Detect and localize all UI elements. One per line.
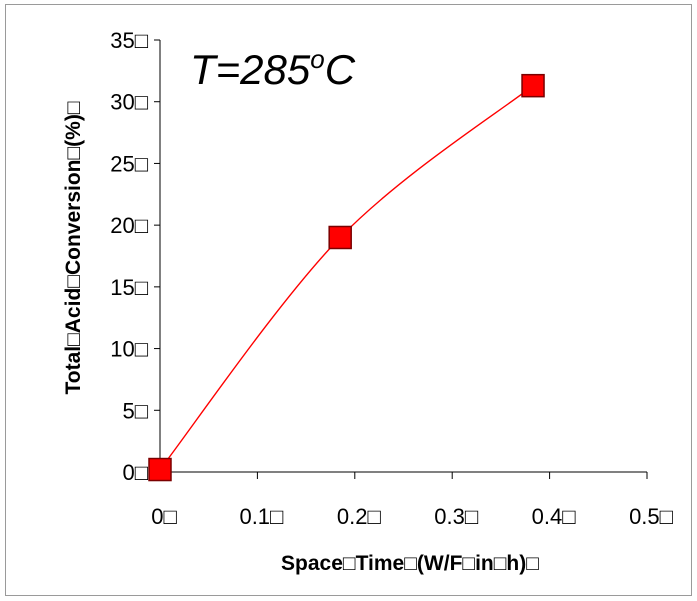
y-ticks: 0□ 5□ 10□ 15□ 20□ 25□ 30□ 35□	[110, 28, 160, 485]
data-point-marker	[148, 457, 172, 482]
y-tick-label: 0□	[122, 460, 148, 485]
y-tick-label: 20□	[110, 213, 148, 238]
y-tick-label: 35□	[110, 28, 148, 53]
data-point-marker	[521, 73, 545, 98]
svg-text:T=285oC: T=285oC	[190, 44, 356, 93]
data-point-marker	[328, 225, 352, 250]
data-series	[148, 73, 545, 482]
y-tick-label: 25□	[110, 151, 148, 176]
x-tick-label: 0.5□	[629, 504, 673, 529]
x-tick-label: 0.4□	[532, 504, 576, 529]
x-tick-label: 0□	[151, 504, 177, 529]
axes	[159, 40, 647, 473]
x-tick-label: 0.1□	[239, 504, 283, 529]
y-tick-label: 10□	[110, 337, 148, 362]
chart-frame	[5, 4, 692, 596]
temperature-annotation: T=285oC	[190, 44, 356, 93]
x-tick-label: 0.2□	[337, 504, 381, 529]
x-axis-title: Space□Time□(W/F□in□h)□	[281, 552, 539, 575]
y-tick-label: 30□	[110, 90, 148, 115]
series-curve	[159, 85, 534, 470]
annotation-tail: C	[325, 46, 356, 93]
annotation-main: T=285	[190, 46, 311, 93]
annotation-superscript: o	[310, 44, 324, 74]
y-axis-title: Total□Acid□Conversion□(%)□	[62, 101, 85, 394]
y-tick-label: 15□	[110, 275, 148, 300]
x-tick-label: 0.3□	[434, 504, 478, 529]
y-tick-label: 5□	[122, 398, 148, 423]
x-ticks: 0□ 0.1□ 0.2□ 0.3□ 0.4□ 0.5□	[151, 472, 673, 529]
